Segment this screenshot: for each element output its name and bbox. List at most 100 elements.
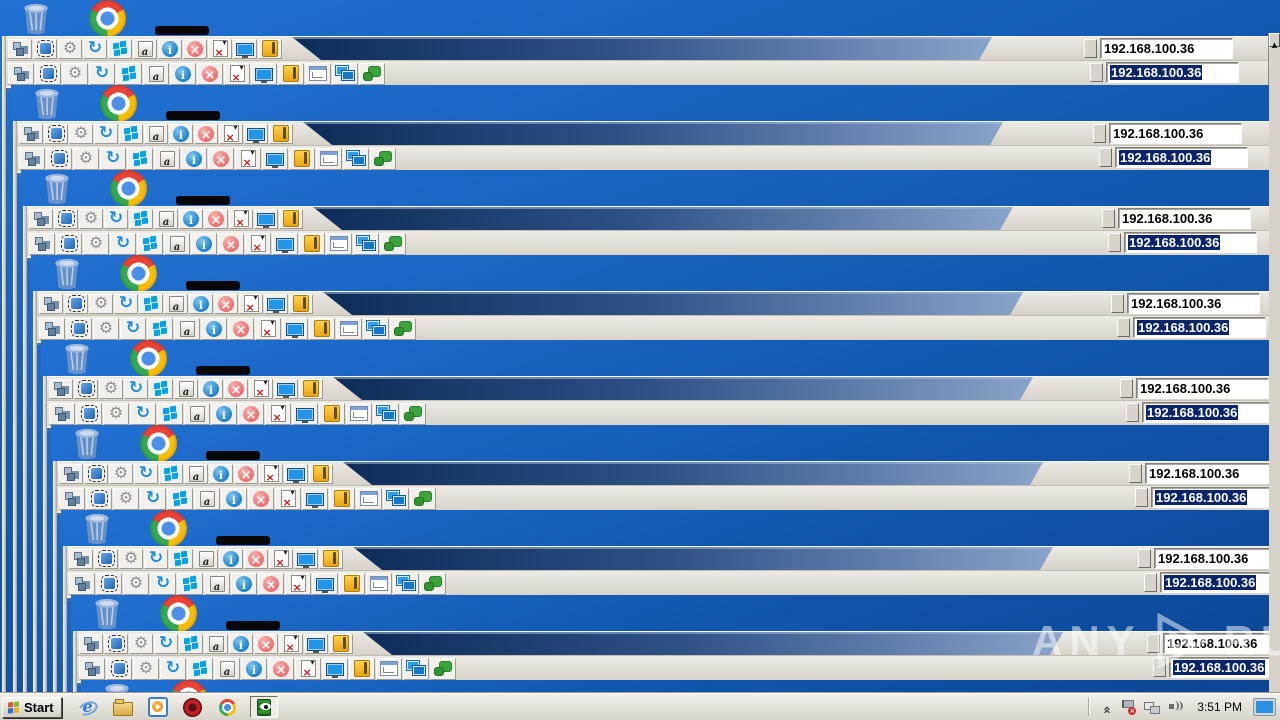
host-address-box-selected[interactable]: 192.168.100.36 <box>1142 402 1269 423</box>
host-address-box[interactable]: 192.168.100.36 <box>1109 123 1242 144</box>
ctrl-alt-del-button[interactable] <box>69 548 93 569</box>
refresh-button[interactable] <box>160 657 186 680</box>
quick-launch-media-player[interactable] <box>147 697 168 717</box>
single-window-button[interactable] <box>326 232 352 255</box>
start-menu-button[interactable] <box>179 633 203 654</box>
remote-input-button[interactable] <box>294 548 318 569</box>
custom-key-button[interactable] <box>194 548 218 569</box>
fullscreen-button[interactable] <box>56 232 82 255</box>
fullscreen-button[interactable] <box>35 62 61 85</box>
recycle-bin-icon[interactable] <box>62 341 92 375</box>
refresh-button[interactable] <box>94 123 118 144</box>
close-connection-button[interactable] <box>218 232 244 255</box>
full-desktop-button[interactable] <box>393 572 419 595</box>
options-button[interactable] <box>103 402 129 425</box>
host-box-button[interactable] <box>1129 464 1142 483</box>
chrome-icon[interactable] <box>160 595 197 632</box>
status-button[interactable] <box>209 463 233 484</box>
host-box-button[interactable] <box>1084 39 1097 58</box>
options-button[interactable] <box>93 317 119 340</box>
fullscreen-button[interactable] <box>64 293 88 314</box>
full-desktop-button[interactable] <box>353 232 379 255</box>
chat-button[interactable] <box>400 402 426 425</box>
recycle-bin-icon[interactable] <box>72 426 102 460</box>
host-box-button[interactable] <box>1102 209 1115 228</box>
ctrl-alt-del-button[interactable] <box>19 147 45 170</box>
chat-button[interactable] <box>380 232 406 255</box>
remote-input-button[interactable] <box>282 317 308 340</box>
host-box-button[interactable] <box>1126 403 1139 422</box>
status-button[interactable] <box>231 572 257 595</box>
full-desktop-button[interactable] <box>332 62 358 85</box>
quick-launch-chrome[interactable] <box>218 697 238 717</box>
refresh-button[interactable] <box>114 293 138 314</box>
custom-key-button[interactable] <box>204 572 230 595</box>
options-button[interactable] <box>79 208 103 229</box>
remote-input-button[interactable] <box>274 378 298 399</box>
file-transfer-button[interactable] <box>278 62 304 85</box>
status-button[interactable] <box>158 38 182 59</box>
ctrl-alt-del-button[interactable] <box>19 123 43 144</box>
toolbar-toggle-button[interactable] <box>255 317 281 340</box>
status-button[interactable] <box>179 208 203 229</box>
status-button[interactable] <box>221 487 247 510</box>
status-button[interactable] <box>169 123 193 144</box>
host-box-button[interactable] <box>1120 379 1133 398</box>
custom-key-button[interactable] <box>143 62 169 85</box>
full-desktop-button[interactable] <box>343 147 369 170</box>
host-address-box[interactable]: 192.168.100.36 <box>1100 38 1233 59</box>
recycle-bin-icon[interactable] <box>42 171 72 205</box>
recycle-bin-icon[interactable] <box>82 511 112 545</box>
status-button[interactable] <box>191 232 217 255</box>
close-connection-button[interactable] <box>224 378 248 399</box>
host-box-button[interactable] <box>1144 573 1157 592</box>
chat-button[interactable] <box>359 62 385 85</box>
fullscreen-button[interactable] <box>54 208 78 229</box>
toolbar-toggle-button[interactable] <box>279 633 303 654</box>
custom-key-button[interactable] <box>184 402 210 425</box>
start-menu-button[interactable] <box>157 402 183 425</box>
host-address-box[interactable]: 192.168.100.36 <box>1118 208 1251 229</box>
close-connection-button[interactable] <box>254 633 278 654</box>
fullscreen-button[interactable] <box>86 487 112 510</box>
options-button[interactable] <box>83 232 109 255</box>
toolbar-toggle-button[interactable] <box>249 378 273 399</box>
close-connection-button[interactable] <box>258 572 284 595</box>
toolbar-toggle-button[interactable] <box>245 232 271 255</box>
remote-input-button[interactable] <box>272 232 298 255</box>
refresh-button[interactable] <box>104 208 128 229</box>
single-window-button[interactable] <box>356 487 382 510</box>
ctrl-alt-del-button[interactable] <box>8 38 32 59</box>
custom-key-button[interactable] <box>154 147 180 170</box>
custom-key-button[interactable] <box>154 208 178 229</box>
toolbar-toggle-button[interactable] <box>219 123 243 144</box>
start-button[interactable]: Start <box>2 696 62 718</box>
volume-icon[interactable] <box>1169 700 1185 714</box>
custom-key-button[interactable] <box>174 317 200 340</box>
options-button[interactable] <box>73 147 99 170</box>
options-button[interactable] <box>113 487 139 510</box>
host-address-box[interactable]: 192.168.100.36 <box>1136 378 1269 399</box>
start-menu-button[interactable] <box>169 548 193 569</box>
options-button[interactable] <box>99 378 123 399</box>
custom-key-button[interactable] <box>194 487 220 510</box>
host-address-box-selected[interactable]: 192.168.100.36 <box>1160 572 1269 593</box>
chrome-icon[interactable] <box>120 255 157 292</box>
host-box-button[interactable] <box>1111 294 1124 313</box>
status-button[interactable] <box>181 147 207 170</box>
close-connection-button[interactable] <box>204 208 228 229</box>
close-connection-button[interactable] <box>194 123 218 144</box>
close-connection-button[interactable] <box>214 293 238 314</box>
custom-key-button[interactable] <box>144 123 168 144</box>
host-address-box[interactable]: 192.168.100.36 <box>1163 633 1269 654</box>
status-button[interactable] <box>229 633 253 654</box>
remote-input-button[interactable] <box>302 487 328 510</box>
custom-key-button[interactable] <box>164 293 188 314</box>
file-transfer-button[interactable] <box>339 572 365 595</box>
chrome-icon[interactable] <box>110 170 147 207</box>
ctrl-alt-del-button[interactable] <box>69 572 95 595</box>
close-connection-button[interactable] <box>197 62 223 85</box>
fullscreen-button[interactable] <box>84 463 108 484</box>
fullscreen-button[interactable] <box>46 147 72 170</box>
network-icon[interactable] <box>1144 701 1161 714</box>
